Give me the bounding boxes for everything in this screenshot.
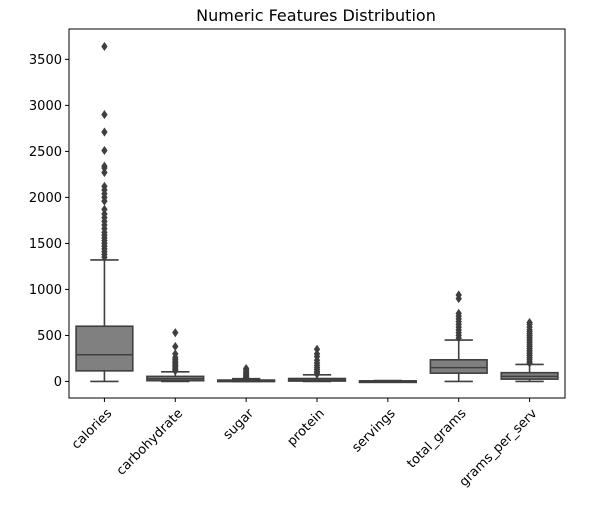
box-protein: [287, 344, 347, 383]
plot-area: [75, 41, 559, 384]
y-tick-label: 1500: [29, 237, 62, 252]
outlier-point: [101, 181, 108, 191]
y-tick-label: 3500: [29, 53, 62, 68]
outlier-point: [172, 328, 179, 338]
outlier-point: [172, 349, 179, 359]
outlier-point: [242, 364, 250, 374]
y-tick-label: 2000: [29, 191, 62, 206]
y-tick-label: 0: [54, 375, 62, 390]
box-iqr: [429, 359, 488, 374]
outlier-point: [455, 308, 462, 318]
outlier-point: [101, 110, 108, 120]
outlier-point: [455, 290, 462, 300]
chart-title: Numeric Features Distribution: [196, 6, 436, 25]
outlier-point: [526, 318, 533, 328]
outlier-point: [101, 168, 108, 178]
outlier-point: [101, 145, 108, 155]
outlier-point: [101, 41, 108, 52]
box-iqr: [75, 325, 134, 372]
outlier-point: [313, 344, 321, 354]
y-axis: 0 500 1000 1500 2000 2500 3000 3500: [29, 53, 69, 390]
outlier-point: [101, 161, 108, 171]
outlier-point: [101, 127, 108, 137]
box-servings: [358, 379, 417, 384]
box-total_grams: [429, 290, 488, 383]
y-tick-label: 500: [37, 329, 62, 344]
y-tick-label: 2500: [29, 145, 62, 160]
y-tick-label: 3000: [29, 99, 62, 114]
outlier-point: [101, 204, 108, 214]
outlier-point: [313, 349, 321, 359]
outlier-point: [172, 341, 179, 351]
box-calories: [75, 41, 134, 383]
box-carbohydrate: [146, 328, 205, 383]
outlier-point: [101, 209, 108, 219]
box-sugar: [217, 364, 276, 383]
axes-frame: [68, 28, 566, 399]
box-grams_per_serv: [500, 318, 559, 383]
y-tick-label: 1000: [29, 283, 62, 298]
